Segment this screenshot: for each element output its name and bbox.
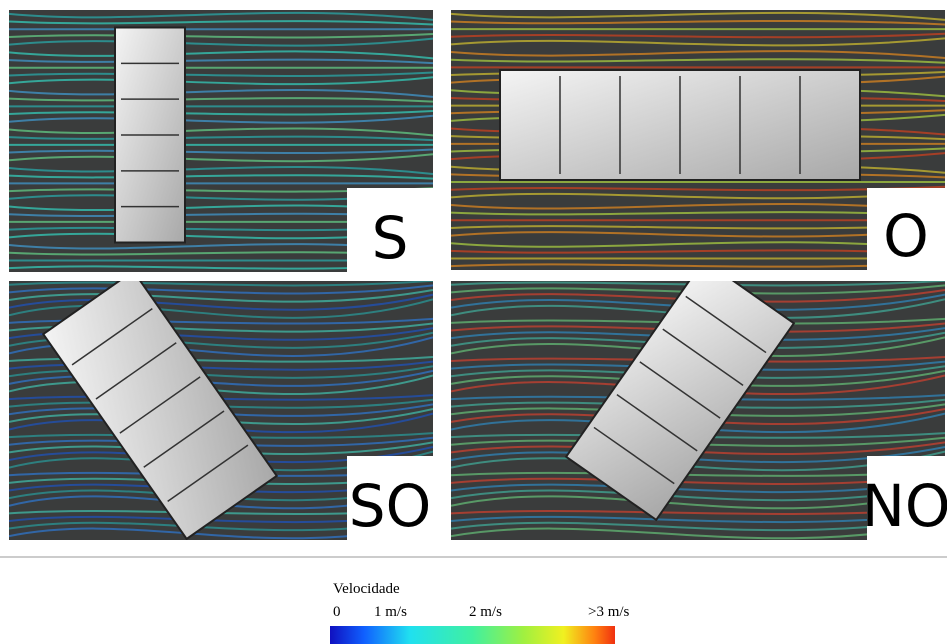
color-bar <box>330 626 615 644</box>
legend-title: Velocidade <box>333 581 400 597</box>
legend-tick: 0 <box>333 604 341 620</box>
direction-label: S <box>372 204 409 272</box>
legend-tick: 1 m/s <box>374 604 407 620</box>
direction-label: SO <box>349 472 431 540</box>
figure: SOSONO Velocidade 0 1 m/s 2 m/s >3 m/s <box>0 0 947 644</box>
direction-label: NO <box>861 472 947 540</box>
direction-label: O <box>883 202 929 270</box>
legend-tick: >3 m/s <box>588 604 630 620</box>
legend-tick: 2 m/s <box>469 604 502 620</box>
